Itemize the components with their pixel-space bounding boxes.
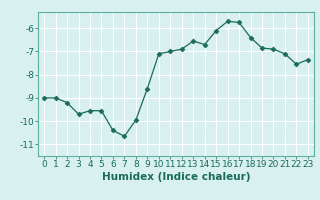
X-axis label: Humidex (Indice chaleur): Humidex (Indice chaleur) [102,172,250,182]
